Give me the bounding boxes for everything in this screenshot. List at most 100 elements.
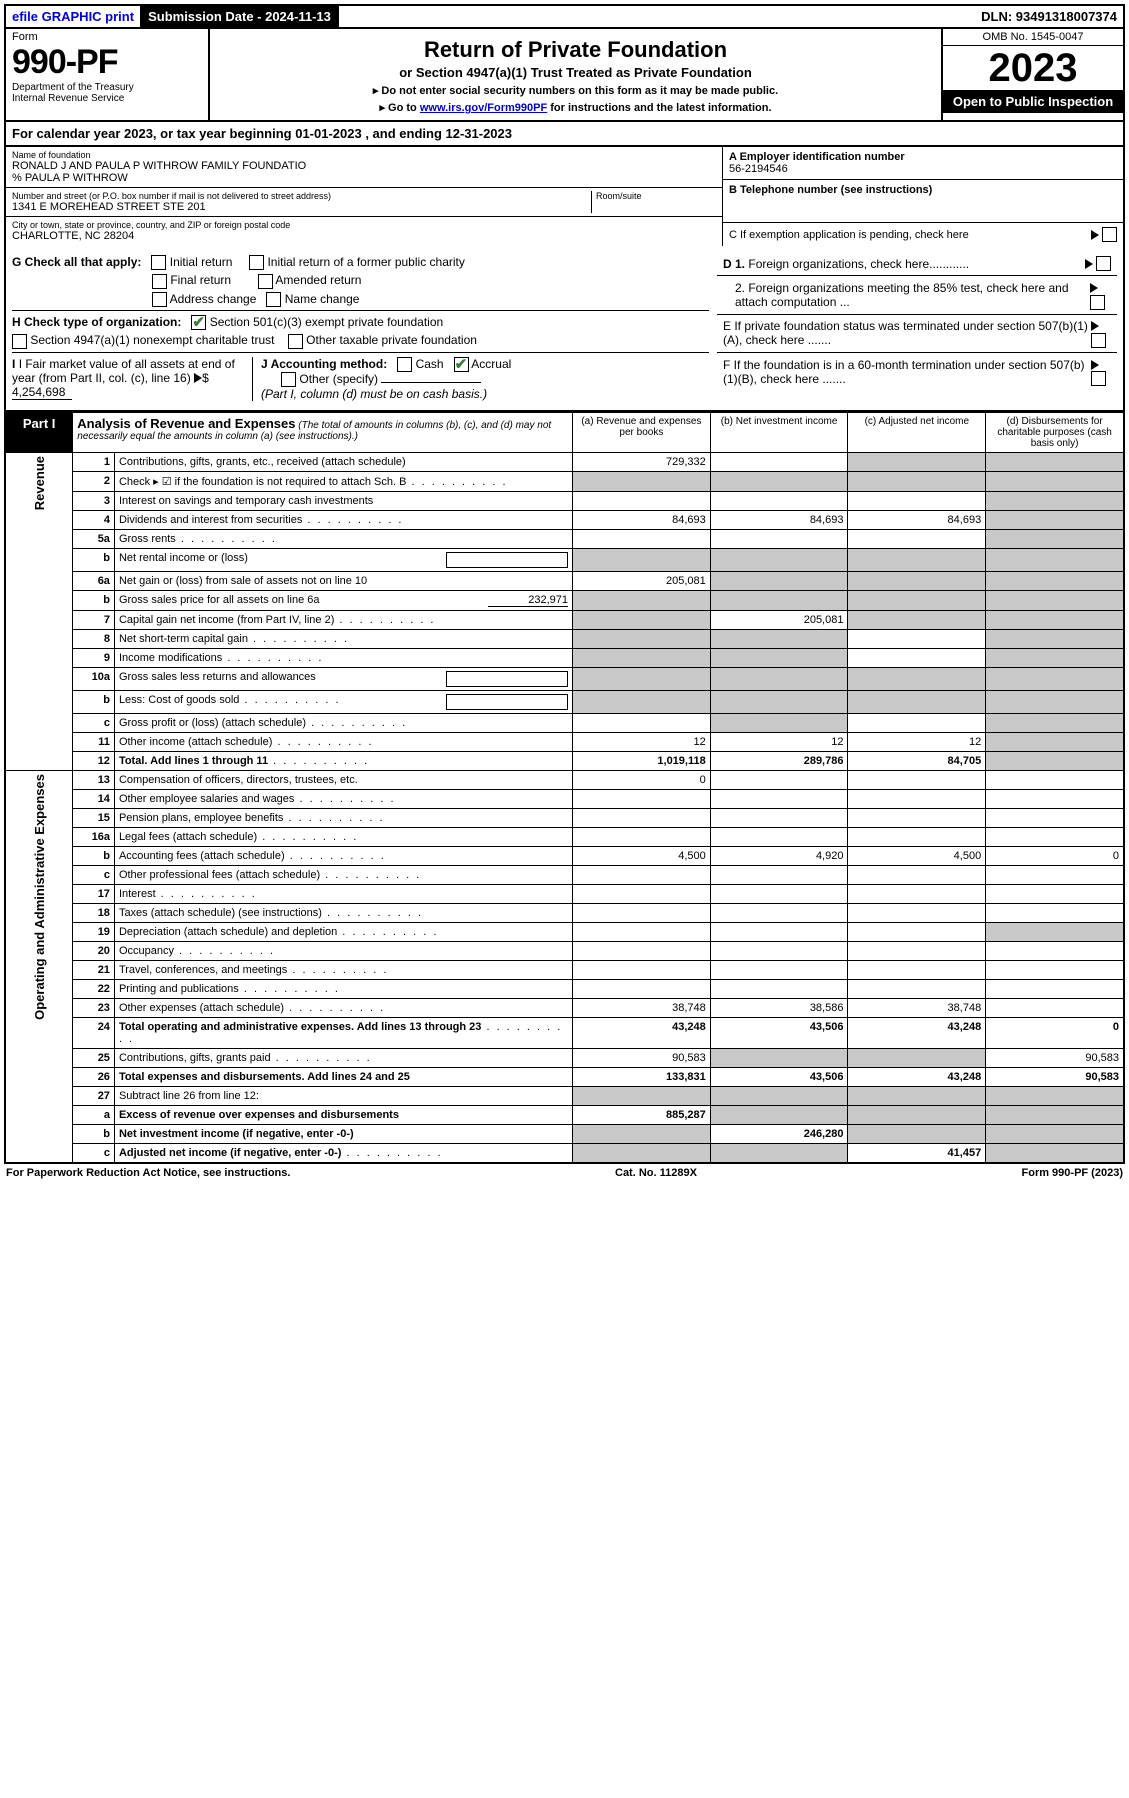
- value-cell: 12: [848, 733, 986, 752]
- table-row: 4Dividends and interest from securities8…: [5, 511, 1124, 530]
- value-cell: 38,748: [573, 999, 711, 1018]
- value-cell: [573, 549, 711, 572]
- line-number: 24: [73, 1018, 115, 1049]
- value-cell: [848, 980, 986, 999]
- line-number: 4: [73, 511, 115, 530]
- checkbox-cash[interactable]: [397, 357, 412, 372]
- value-cell: [710, 472, 848, 492]
- d1-row: D 1. D 1. Foreign organizations, check h…: [717, 252, 1117, 276]
- table-row: 27Subtract line 26 from line 12:: [5, 1087, 1124, 1106]
- value-cell: [986, 752, 1124, 771]
- value-cell: [848, 1087, 986, 1106]
- top-bar: efile GRAPHIC print Submission Date - 20…: [4, 4, 1125, 29]
- checkbox-c[interactable]: [1102, 227, 1117, 242]
- calendar-year-row: For calendar year 2023, or tax year begi…: [4, 122, 1125, 147]
- checkbox-other-method[interactable]: [281, 372, 296, 387]
- checkbox-f[interactable]: [1091, 371, 1106, 386]
- value-cell: [710, 714, 848, 733]
- value-cell: [986, 1125, 1124, 1144]
- value-cell: 43,248: [573, 1018, 711, 1049]
- checkbox-4947[interactable]: [12, 334, 27, 349]
- value-cell: 38,586: [710, 999, 848, 1018]
- table-row: 19Depreciation (attach schedule) and dep…: [5, 923, 1124, 942]
- value-cell: 885,287: [573, 1106, 711, 1125]
- line-description: Income modifications: [114, 649, 572, 668]
- line-description: Less: Cost of goods sold: [114, 691, 572, 714]
- value-cell: 205,081: [573, 572, 711, 591]
- value-cell: [986, 492, 1124, 511]
- checkbox-initial-former[interactable]: [249, 255, 264, 270]
- checkbox-accrual[interactable]: [454, 357, 469, 372]
- table-row: bAccounting fees (attach schedule)4,5004…: [5, 847, 1124, 866]
- value-cell: 84,705: [848, 752, 986, 771]
- table-row: Revenue1Contributions, gifts, grants, et…: [5, 453, 1124, 472]
- table-row: 21Travel, conferences, and meetings: [5, 961, 1124, 980]
- dept-treasury: Department of the Treasury: [12, 82, 202, 93]
- value-cell: [710, 668, 848, 691]
- value-cell: [986, 472, 1124, 492]
- j-section: J Accounting method: Cash Accrual Other …: [252, 357, 709, 402]
- analysis-table: Part I Analysis of Revenue and Expenses …: [4, 412, 1125, 1164]
- line-description: Total. Add lines 1 through 11: [114, 752, 572, 771]
- value-cell: [986, 530, 1124, 549]
- part-i-title: Analysis of Revenue and Expenses: [77, 416, 295, 431]
- checkbox-addr-change[interactable]: [152, 292, 167, 307]
- checkbox-d1[interactable]: [1096, 256, 1111, 271]
- value-cell: [573, 591, 711, 611]
- value-cell: [710, 961, 848, 980]
- line-description: Net rental income or (loss): [114, 549, 572, 572]
- submission-date: Submission Date - 2024-11-13: [142, 6, 339, 27]
- value-cell: [848, 1106, 986, 1125]
- line-description: Gross sales less returns and allowances: [114, 668, 572, 691]
- form-label: Form: [12, 31, 202, 43]
- checkbox-other-taxable[interactable]: [288, 334, 303, 349]
- tax-year: 2023: [943, 46, 1123, 90]
- address-box: Number and street (or P.O. box number if…: [6, 188, 722, 217]
- line-number: 3: [73, 492, 115, 511]
- value-cell: [986, 1106, 1124, 1125]
- part-i-label: Part I: [5, 413, 73, 453]
- line-description: Compensation of officers, directors, tru…: [114, 771, 572, 790]
- value-cell: [848, 668, 986, 691]
- value-cell: 38,748: [848, 999, 986, 1018]
- value-cell: 4,500: [848, 847, 986, 866]
- checkbox-name-change[interactable]: [266, 292, 281, 307]
- table-row: Operating and Administrative Expenses13C…: [5, 771, 1124, 790]
- table-row: 2Check ▸ ☑ if the foundation is not requ…: [5, 472, 1124, 492]
- checkbox-final[interactable]: [152, 274, 167, 289]
- checkbox-e[interactable]: [1091, 333, 1106, 348]
- value-cell: [848, 591, 986, 611]
- value-cell: [710, 572, 848, 591]
- ein-box: A Employer identification number 56-2194…: [723, 147, 1123, 180]
- value-cell: [848, 714, 986, 733]
- value-cell: [848, 572, 986, 591]
- value-cell: [848, 866, 986, 885]
- checkbox-initial[interactable]: [151, 255, 166, 270]
- exemption-pending: C If exemption application is pending, c…: [723, 223, 1123, 246]
- line-number: 18: [73, 904, 115, 923]
- value-cell: [986, 549, 1124, 572]
- value-cell: [986, 714, 1124, 733]
- line-number: 6a: [73, 572, 115, 591]
- value-cell: [848, 790, 986, 809]
- checkbox-amended[interactable]: [258, 274, 273, 289]
- table-row: 3Interest on savings and temporary cash …: [5, 492, 1124, 511]
- value-cell: 729,332: [573, 453, 711, 472]
- value-cell: [573, 809, 711, 828]
- checkbox-d2[interactable]: [1090, 295, 1105, 310]
- form-subtitle: or Section 4947(a)(1) Trust Treated as P…: [216, 65, 935, 80]
- efile-link[interactable]: efile GRAPHIC print: [6, 6, 142, 27]
- f-row: F If the foundation is in a 60-month ter…: [717, 353, 1117, 390]
- value-cell: [573, 923, 711, 942]
- value-cell: [986, 649, 1124, 668]
- value-cell: [986, 511, 1124, 530]
- value-cell: 133,831: [573, 1068, 711, 1087]
- header-left: Form 990-PF Department of the Treasury I…: [6, 29, 210, 120]
- value-cell: [710, 453, 848, 472]
- table-row: 25Contributions, gifts, grants paid90,58…: [5, 1049, 1124, 1068]
- line-description: Gross sales price for all assets on line…: [114, 591, 572, 611]
- value-cell: [710, 885, 848, 904]
- line-description: Contributions, gifts, grants paid: [114, 1049, 572, 1068]
- irs-link[interactable]: www.irs.gov/Form990PF: [420, 102, 547, 114]
- checkbox-501c3[interactable]: [191, 315, 206, 330]
